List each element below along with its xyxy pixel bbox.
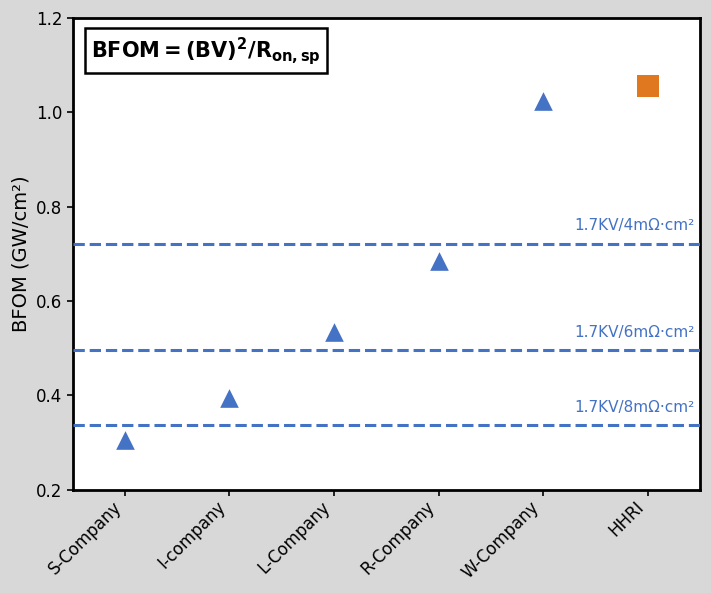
Point: [224, 393, 235, 403]
Text: 1.7KV/6mΩ·cm²: 1.7KV/6mΩ·cm²: [574, 325, 695, 340]
Point: [119, 435, 131, 445]
Point: [433, 256, 444, 266]
Text: 1.7KV/4mΩ·cm²: 1.7KV/4mΩ·cm²: [574, 218, 695, 233]
Point: [328, 327, 340, 336]
Point: [642, 82, 653, 91]
Text: 1.7KV/8mΩ·cm²: 1.7KV/8mΩ·cm²: [574, 400, 695, 415]
Point: [538, 96, 549, 106]
Text: $\mathbf{BFOM=(BV)^2/R_{on,sp}}$: $\mathbf{BFOM=(BV)^2/R_{on,sp}}$: [92, 34, 321, 66]
Y-axis label: BFOM (GW/cm²): BFOM (GW/cm²): [11, 176, 30, 332]
